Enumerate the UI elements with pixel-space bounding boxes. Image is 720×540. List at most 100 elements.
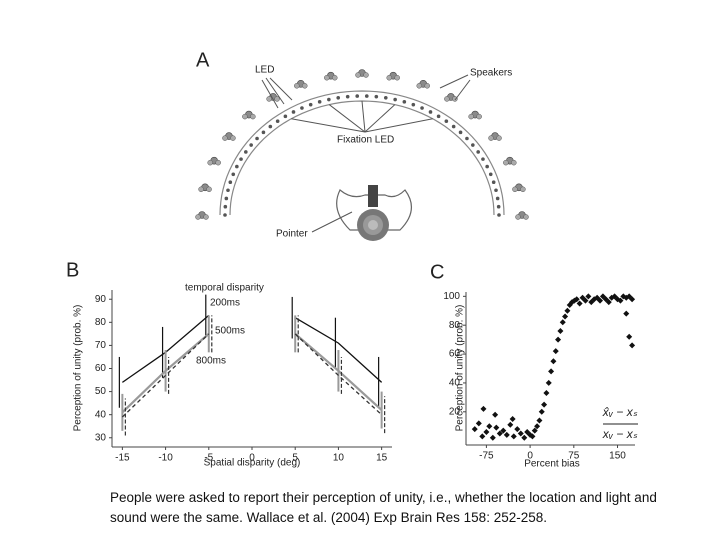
point xyxy=(545,379,552,386)
led xyxy=(235,164,239,169)
point xyxy=(576,300,583,307)
diagram-label: Fixation LED xyxy=(337,135,394,146)
led xyxy=(485,164,489,169)
x-tick-label: 0 xyxy=(249,453,255,464)
led xyxy=(451,124,456,129)
leader-line xyxy=(364,118,433,133)
point xyxy=(514,426,521,433)
leader-line xyxy=(361,100,366,133)
speaker xyxy=(355,72,361,78)
point xyxy=(496,430,503,437)
point xyxy=(582,297,589,304)
x-tick-label: 10 xyxy=(333,453,345,464)
y-tick-label: 20 xyxy=(449,406,461,417)
speaker xyxy=(394,74,400,81)
led xyxy=(497,213,501,217)
led xyxy=(228,180,233,184)
point xyxy=(489,434,496,441)
point xyxy=(529,433,536,440)
point xyxy=(517,430,524,437)
led-band xyxy=(219,90,505,216)
formula-numerator: x̂ᵥ − xₛ xyxy=(602,405,638,419)
led xyxy=(393,97,397,102)
led xyxy=(491,180,496,184)
speaker xyxy=(203,214,209,220)
speaker xyxy=(230,135,236,141)
point xyxy=(531,427,538,434)
led xyxy=(494,188,498,193)
panel-label: A xyxy=(196,49,210,71)
led xyxy=(488,172,493,177)
point xyxy=(500,427,507,434)
speaker xyxy=(294,83,300,89)
led xyxy=(275,119,280,124)
led xyxy=(224,196,229,201)
speaker xyxy=(250,113,256,120)
leader-line xyxy=(261,79,279,109)
speaker xyxy=(206,186,212,193)
point xyxy=(486,423,493,430)
legend-title: temporal disparity xyxy=(185,283,264,294)
point xyxy=(479,433,486,440)
speaker xyxy=(222,135,228,141)
speaker xyxy=(520,186,526,193)
x-tick-label: -5 xyxy=(204,453,213,464)
leader-line xyxy=(269,77,293,101)
x-tick-label: 75 xyxy=(568,451,580,462)
point xyxy=(597,297,604,304)
point xyxy=(552,348,559,355)
y-tick-label: 60 xyxy=(95,363,107,374)
y-tick-label: 30 xyxy=(95,432,107,443)
y-tick-label: 80 xyxy=(449,320,461,331)
point xyxy=(507,421,514,428)
point xyxy=(493,424,500,431)
led xyxy=(420,106,424,110)
y-tick-label: 60 xyxy=(449,349,461,360)
led xyxy=(327,97,331,102)
speaker xyxy=(302,83,308,89)
led xyxy=(231,172,236,177)
point xyxy=(543,390,550,397)
led xyxy=(411,102,416,107)
speaker xyxy=(332,74,338,81)
leader-line xyxy=(328,104,366,133)
point xyxy=(534,423,541,430)
led xyxy=(465,136,469,141)
led xyxy=(308,102,313,107)
head xyxy=(368,220,378,230)
x-tick-label: 0 xyxy=(527,451,533,462)
series-label: 800ms xyxy=(196,356,226,367)
led xyxy=(444,119,449,124)
speaker xyxy=(324,74,330,81)
led xyxy=(300,106,304,110)
series-label: 200ms xyxy=(210,298,240,309)
point xyxy=(585,293,592,300)
led xyxy=(244,150,248,154)
point xyxy=(541,401,548,408)
point xyxy=(629,296,636,303)
led xyxy=(317,100,322,104)
point xyxy=(605,299,612,306)
point xyxy=(538,408,545,415)
leader-line xyxy=(311,211,353,233)
point xyxy=(555,336,562,343)
speaker xyxy=(512,186,518,193)
caption: People were asked to report their percep… xyxy=(110,490,657,525)
led xyxy=(249,143,253,147)
point xyxy=(536,417,543,424)
formula-denominator: xᵥ − xₛ xyxy=(602,427,638,441)
led xyxy=(436,114,441,119)
x-tick-label: -10 xyxy=(158,453,173,464)
speaker xyxy=(496,135,502,141)
diagram-label: LED xyxy=(255,65,274,76)
led xyxy=(402,100,407,104)
led xyxy=(268,124,273,129)
speaker xyxy=(274,96,280,102)
x-tick-label: 150 xyxy=(609,451,626,462)
point xyxy=(480,405,487,412)
led xyxy=(255,136,259,141)
point xyxy=(562,313,569,320)
led xyxy=(476,150,480,154)
point xyxy=(550,358,557,365)
led xyxy=(223,204,228,209)
